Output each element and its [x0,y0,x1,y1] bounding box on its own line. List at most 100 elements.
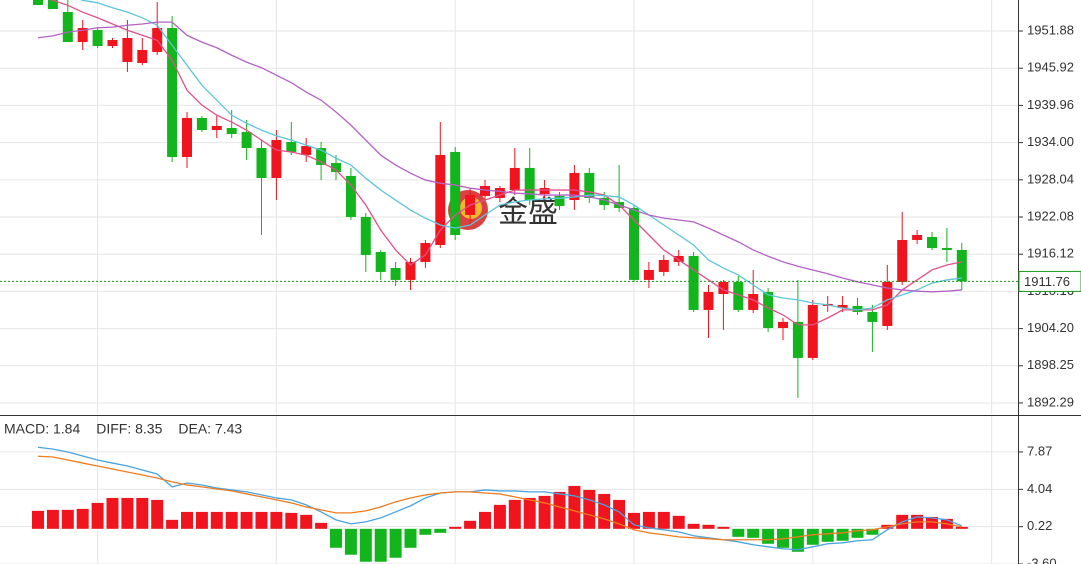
candle-body [62,11,73,43]
watermark-text: 金盛 [498,196,558,229]
labels: 1951.88 1945.92 1939.96 1934.00 1928.04 1922.… [4,22,1081,564]
macd-bar [657,511,670,529]
macd-bar [434,528,447,533]
candle-body [494,187,505,198]
candle-body [196,117,207,131]
candle-body [167,28,178,157]
macd-plot [32,446,968,562]
y-tick-label: 1934.00 [1027,134,1074,149]
macd-bar [46,509,59,529]
candle-body [211,125,222,131]
y-tick-label: 1922.08 [1027,208,1074,223]
price-plot [0,0,1018,398]
candle-body [316,147,327,165]
macd-bar [225,511,238,529]
macd-bar [106,497,119,529]
candle-body [539,187,550,194]
last-price-label: 1911.76 [1024,274,1070,289]
macd-bar [166,519,179,529]
macd-bar [866,528,879,535]
macd-bar [210,511,223,529]
candle-body [792,321,803,358]
candle-body [301,145,312,155]
candle-body [733,281,744,310]
y-tick-label: 1939.96 [1027,97,1074,112]
macd-bar [419,528,432,535]
macd-bar [330,528,342,548]
macd-bar [702,524,715,529]
macd-bar [598,493,611,529]
macd-bar [523,497,536,529]
macd-bar [151,499,164,529]
macd-bar [926,516,938,529]
candle-body [256,147,267,179]
macd-bar [240,511,253,529]
macd-bar [583,489,596,529]
candle-body [941,247,952,250]
candle-body [405,261,416,280]
y-tick-label: 1945.92 [1027,60,1074,75]
legend-item: DIFF: 8.35 [96,421,162,437]
indicator-line [49,0,962,326]
indicator-line [37,455,962,541]
macd-bar [181,511,193,529]
macd-grid [0,416,1018,564]
candle-body [241,132,252,148]
macd-bar [76,508,89,529]
candle-body [584,172,595,198]
candle-body [956,249,967,282]
candle-body [137,49,148,63]
macd-bar [61,509,74,529]
y-tick-label: 1892.29 [1027,394,1074,409]
indicator-line [37,21,962,293]
macd-bar [568,485,581,529]
candle-body [182,117,192,157]
candle-body [748,293,759,310]
candle-body [703,291,714,310]
candle-body [509,167,520,190]
candle-body [658,259,669,272]
y-tick-label: 1951.88 [1027,22,1074,37]
macd-bar [285,512,298,529]
y-tick-label: 1898.25 [1027,357,1074,372]
candle-body [375,251,386,272]
candle-body [778,321,788,328]
macd-bar [121,497,134,529]
macd-bar [553,491,566,529]
macd-bar [449,526,462,529]
macd-bar [821,528,834,542]
macd-bar [359,528,372,562]
candle-body [807,304,818,358]
macd-bar [613,499,626,529]
macd-bar [255,511,268,529]
candle-body [718,281,729,294]
candle-body [763,291,774,328]
candle-body [599,197,610,205]
candle-body [345,175,356,217]
candle-body [107,40,118,46]
y-tick-label: 1904.20 [1027,320,1074,335]
macd-bar [836,528,849,541]
y-tick-label: 0.22 [1027,518,1052,533]
candle-body [226,128,237,135]
candle-body [360,216,371,255]
macd-bar [389,528,402,558]
candle-body [286,141,297,152]
candle-body [837,304,848,308]
macd-bar [91,502,104,529]
macd-bar [464,520,477,529]
macd-bar [851,528,864,538]
macd-bar [32,510,44,529]
y-tick-label: 1916.12 [1027,246,1074,261]
macd-bar [270,511,283,529]
y-tick-label: -3.60 [1027,555,1057,564]
y-tick-label: 7.87 [1027,443,1052,458]
candle-body [33,0,43,5]
candle-body [867,311,878,322]
macd-bar [344,528,357,555]
macd-bar [479,511,491,529]
macd-bar [955,526,968,529]
macd-bar [315,522,328,529]
